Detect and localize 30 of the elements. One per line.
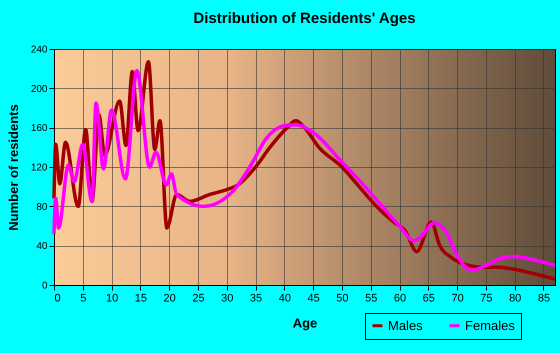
x-tick-label: 30 [221, 292, 234, 304]
x-tick-label: 65 [422, 292, 435, 304]
x-tick-label: 15 [134, 292, 148, 304]
y-tick-label: 40 [36, 241, 48, 252]
y-tick-label: 200 [30, 84, 48, 95]
x-tick-label: 0 [54, 292, 61, 304]
x-tick-label: 10 [106, 292, 118, 304]
x-tick-label: 70 [451, 292, 464, 304]
legend-label: Males [388, 318, 424, 333]
x-tick-label: 60 [394, 292, 406, 304]
x-tick-label: 75 [480, 292, 493, 304]
legend-label: Females [465, 318, 516, 333]
x-tick-label: 80 [509, 292, 522, 304]
x-tick-label: 85 [538, 292, 550, 304]
x-tick-label: 20 [164, 292, 176, 304]
y-tick-label: 240 [30, 44, 48, 56]
y-tick-label: 0 [42, 280, 48, 292]
x-tick-label: 40 [278, 292, 291, 304]
x-axis-title: Age [292, 316, 318, 330]
x-tick-label: 25 [192, 292, 205, 304]
x-tick-label: 50 [336, 292, 349, 304]
y-axis-title: Number of residents [6, 104, 21, 231]
x-tick-label: 45 [308, 292, 320, 304]
y-tick-label: 160 [30, 123, 48, 134]
x-tick-label: 35 [250, 292, 262, 304]
y-tick-label: 80 [36, 202, 48, 213]
x-tick-label: 55 [365, 292, 378, 304]
x-tick-label: 5 [80, 292, 86, 304]
chart-title: Distribution of Residents' Ages [193, 10, 416, 27]
y-tick-label: 120 [30, 162, 48, 174]
